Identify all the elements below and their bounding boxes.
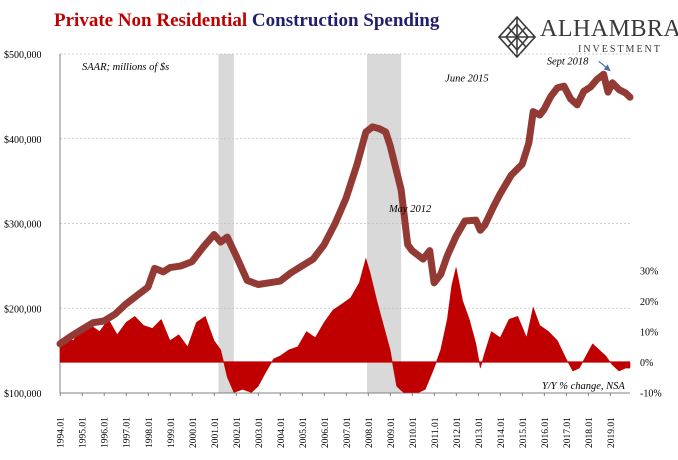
left-tick-label: $400,000 [4,135,42,146]
x-tick-label: 2011.01 [431,417,441,448]
x-tick-label: 2002.01 [233,417,243,448]
x-tick-label: 1994.01 [57,417,67,448]
title-part-1: Private Non Residential [54,10,248,31]
x-tick-label: 1998.01 [145,417,155,448]
x-tick-label: 2008.01 [365,417,375,448]
alhambra-lattice-icon [497,15,537,59]
annotation-arrow-head [603,64,611,72]
brand-logo: ALHAMBRA INVESTMENT [497,15,678,60]
x-tick-label: 1999.01 [167,417,177,448]
recession-band [218,54,234,393]
x-tick-label: 2017.01 [563,417,573,448]
left-tick-label: $500,000 [4,50,42,61]
x-tick-label: 2004.01 [277,417,287,448]
right-tick-label: 0% [640,358,653,369]
left-tick-label: $300,000 [4,220,42,231]
x-tick-label: 2019.01 [607,417,617,448]
annotation-label: June 2015 [445,74,488,85]
annotation-label: Sept 2018 [547,56,589,67]
x-tick-label: 2007.01 [343,417,353,448]
yoy-area [59,257,631,393]
x-tick-label: 2000.01 [189,417,199,448]
annotation-label: May 2012 [388,204,432,215]
x-tick-label: 2016.01 [541,417,551,448]
x-tick-label: 2014.01 [497,417,507,448]
x-tick-label: 1997.01 [123,417,133,448]
x-tick-label: 2003.01 [255,417,265,448]
x-tick-label: 2010.01 [409,417,419,448]
x-tick-label: 1996.01 [101,417,111,448]
x-tick-label: 2018.01 [585,417,595,448]
x-tick-label: 2009.01 [387,417,397,448]
x-tick-label: 2013.01 [475,417,485,448]
logo-name: ALHAMBRA [540,16,678,42]
x-tick-label: 2001.01 [211,417,221,448]
chart-title: Private Non Residential Construction Spe… [54,10,439,32]
x-tick-label: 2006.01 [321,417,331,448]
x-tick-label: 2012.01 [453,417,463,448]
right-tick-label: -10% [640,389,662,400]
x-tick-label: 1995.01 [79,417,89,448]
level-line [56,70,634,348]
right-axis-label: Y/Y % change, NSA [542,381,625,392]
left-axis-label: SAAR; millions of $s [82,62,169,73]
right-tick-label: 20% [640,297,658,308]
left-tick-label: $100,000 [4,389,42,400]
right-tick-label: 30% [640,267,658,278]
x-tick-label: 2015.01 [519,417,529,448]
left-tick-label: $200,000 [4,304,42,315]
x-tick-label: 2005.01 [299,417,309,448]
title-part-2: Construction Spending [251,10,440,31]
logo-sub: INVESTMENT [578,44,662,55]
right-tick-label: 10% [640,328,658,339]
